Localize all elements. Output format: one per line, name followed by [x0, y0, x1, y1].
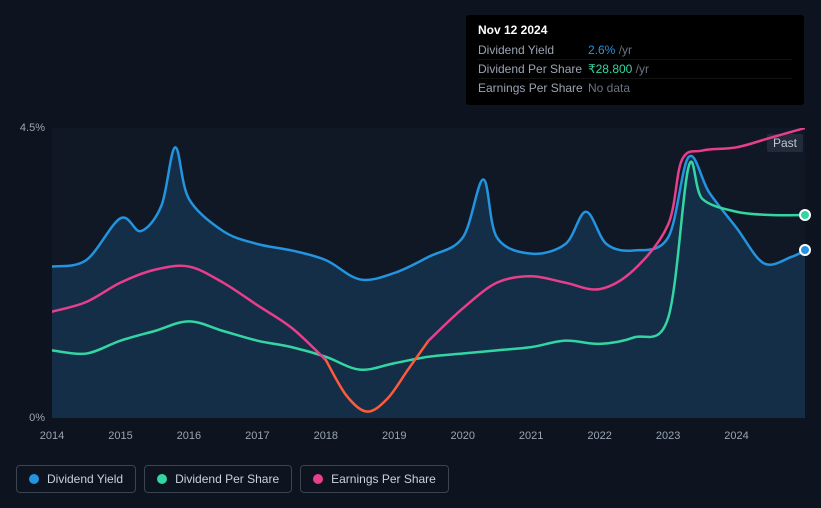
series-end-marker [799, 244, 811, 256]
tooltip-label: Earnings Per Share [478, 81, 588, 95]
legend-item-dividend-per-share[interactable]: Dividend Per Share [144, 465, 292, 493]
tooltip-label: Dividend Per Share [478, 62, 588, 76]
x-axis-label: 2020 [450, 430, 474, 442]
y-axis-label: 4.5% [20, 122, 45, 134]
legend-swatch [157, 474, 167, 484]
x-axis-label: 2022 [587, 430, 611, 442]
x-axis-label: 2014 [40, 430, 64, 442]
x-axis-label: 2019 [382, 430, 406, 442]
tooltip-row: Dividend Yield2.6% /yr [478, 41, 792, 60]
legend-label: Earnings Per Share [331, 472, 436, 486]
legend-swatch [313, 474, 323, 484]
legend-swatch [29, 474, 39, 484]
x-axis-label: 2024 [724, 430, 748, 442]
tooltip-value: No data [588, 81, 630, 95]
tooltip-label: Dividend Yield [478, 43, 588, 57]
x-axis-label: 2023 [656, 430, 680, 442]
x-axis-label: 2016 [177, 430, 201, 442]
tooltip-date: Nov 12 2024 [478, 23, 792, 37]
series-end-marker [799, 209, 811, 221]
y-axis-label: 0% [29, 412, 45, 424]
dividend-chart: Past 0%4.5% 2014201520162017201820192020… [16, 108, 805, 448]
chart-svg [52, 128, 805, 418]
tooltip-row: Earnings Per ShareNo data [478, 79, 792, 97]
tooltip-value: ₹28.800 /yr [588, 62, 649, 76]
x-axis-label: 2018 [314, 430, 338, 442]
chart-tooltip: Nov 12 2024 Dividend Yield2.6% /yrDivide… [466, 15, 804, 105]
legend-item-dividend-yield[interactable]: Dividend Yield [16, 465, 136, 493]
x-axis-label: 2017 [245, 430, 269, 442]
legend-item-earnings-per-share[interactable]: Earnings Per Share [300, 465, 449, 493]
legend-label: Dividend Per Share [175, 472, 279, 486]
tooltip-row: Dividend Per Share₹28.800 /yr [478, 60, 792, 79]
legend-label: Dividend Yield [47, 472, 123, 486]
tooltip-value: 2.6% /yr [588, 43, 632, 57]
legend: Dividend Yield Dividend Per Share Earnings… [16, 465, 449, 493]
x-axis-label: 2015 [108, 430, 132, 442]
x-axis-label: 2021 [519, 430, 543, 442]
